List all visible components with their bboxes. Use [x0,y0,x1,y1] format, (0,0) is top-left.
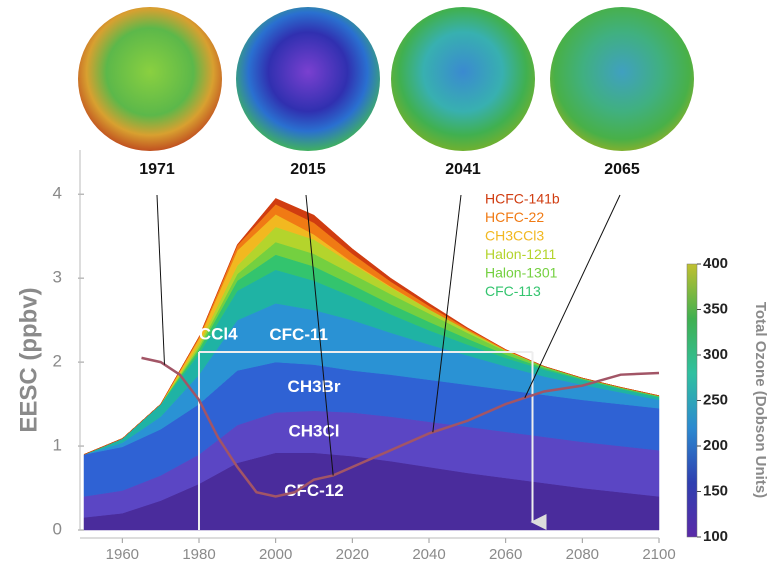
legend-label: CFC-113 [485,283,541,299]
globe [550,7,694,151]
colorbar-tick-label: 200 [703,437,728,454]
colorbar-label: Total Ozone (Dobson Units) [752,302,769,498]
y-tick-label: 2 [53,352,62,371]
globe-pointer [157,195,165,365]
y-tick-label: 4 [53,184,62,203]
globe [78,7,222,151]
x-tick-label: 2080 [566,546,599,563]
x-tick-label: 2020 [336,546,369,563]
chart: EESC (ppbv) 0 1 2 3 4 1960 1980 2000 2020 2040 206… [0,0,771,570]
colorbar [687,264,697,537]
globe-year: 2065 [604,161,640,178]
legend-label: Halon-1301 [485,265,558,281]
colorbar-tick-label: 300 [703,346,728,363]
series-label: CH3Br [288,377,341,396]
series-label: CFC-12 [284,481,344,500]
x-tick-label: 2000 [259,546,292,563]
globes [78,7,694,151]
legend-label: HCFC-22 [485,209,544,225]
x-tick-label: 1960 [106,546,139,563]
y-tick-label: 0 [53,519,62,538]
globe-year: 1971 [139,161,175,178]
colorbar-tick-label: 350 [703,300,728,317]
legend-label: HCFC-141b [485,191,560,207]
globe-year: 2015 [290,161,326,178]
x-tick-label: 2040 [412,546,445,563]
legend-label: CH3CCl3 [485,228,544,244]
globe [391,7,535,151]
globe-year: 2041 [445,161,481,178]
series-label: CH3Cl [288,421,339,440]
x-tick-label: 1980 [182,546,215,563]
series-label: CCl4 [199,324,238,343]
y-tick-label: 3 [53,268,62,287]
colorbar-tick-label: 250 [703,391,728,408]
y-axis-label: EESC (ppbv) [15,287,42,432]
legend-label: Halon-1211 [485,246,557,262]
x-tick-label: 2100 [642,546,675,563]
y-tick-label: 1 [53,436,62,455]
colorbar-tick-label: 100 [703,528,728,545]
colorbar-tick-label: 150 [703,482,728,499]
colorbar-tick-label: 400 [703,255,728,272]
x-tick-label: 2060 [489,546,522,563]
globe [236,7,380,151]
